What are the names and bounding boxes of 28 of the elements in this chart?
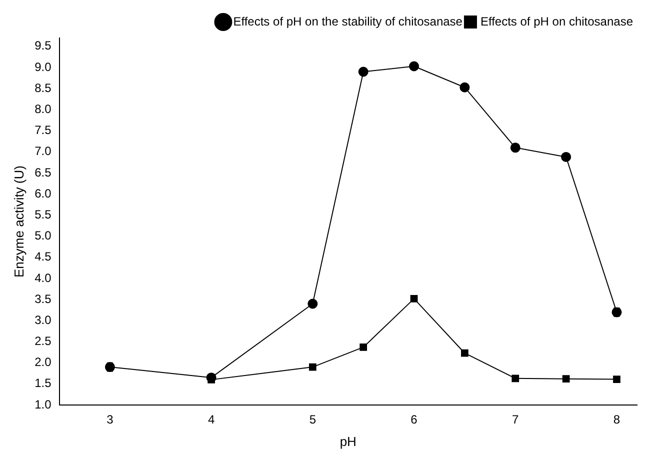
y-tick-label: 7.5 [34,123,52,138]
x-tick-label: 8 [613,412,620,427]
y-tick-label: 8.0 [34,102,52,116]
legend-label: Effects of pH on the stability of chitosanase [233,14,463,28]
x-axis-title: pH [340,434,356,449]
y-tick-label: 4.0 [34,270,52,285]
y-tick-label: 9.5 [34,38,52,53]
y-tick-label: 7.0 [34,144,52,158]
y-tick-label: 6.5 [34,165,52,180]
y-tick-label: 6.0 [34,186,52,200]
y-tick-label: 3.5 [34,292,52,306]
x-tick-label: 3 [106,412,114,427]
x-tick-label: 6 [410,412,418,427]
y-tick-label: 2.0 [34,355,52,370]
y-tick-label: 5.0 [34,228,52,243]
y-tick-label: 1.5 [34,376,52,390]
legend-label: Effects of pH on chitosanase [480,14,634,28]
y-tick-label: 4.5 [34,250,52,264]
x-tick-label: 7 [512,412,520,427]
y-tick-label: 1.0 [34,397,52,412]
y-tick-label: 8.5 [34,80,52,95]
x-tick-label: 4 [208,412,215,427]
y-tick-label: 9.0 [34,60,52,74]
y-tick-label: 3.0 [34,312,52,327]
y-tick-label: 2.5 [34,334,52,348]
y-axis-title: Enzyme activity (U) [11,166,26,278]
y-tick-label: 5.5 [34,207,52,222]
x-tick-label: 5 [309,412,316,427]
